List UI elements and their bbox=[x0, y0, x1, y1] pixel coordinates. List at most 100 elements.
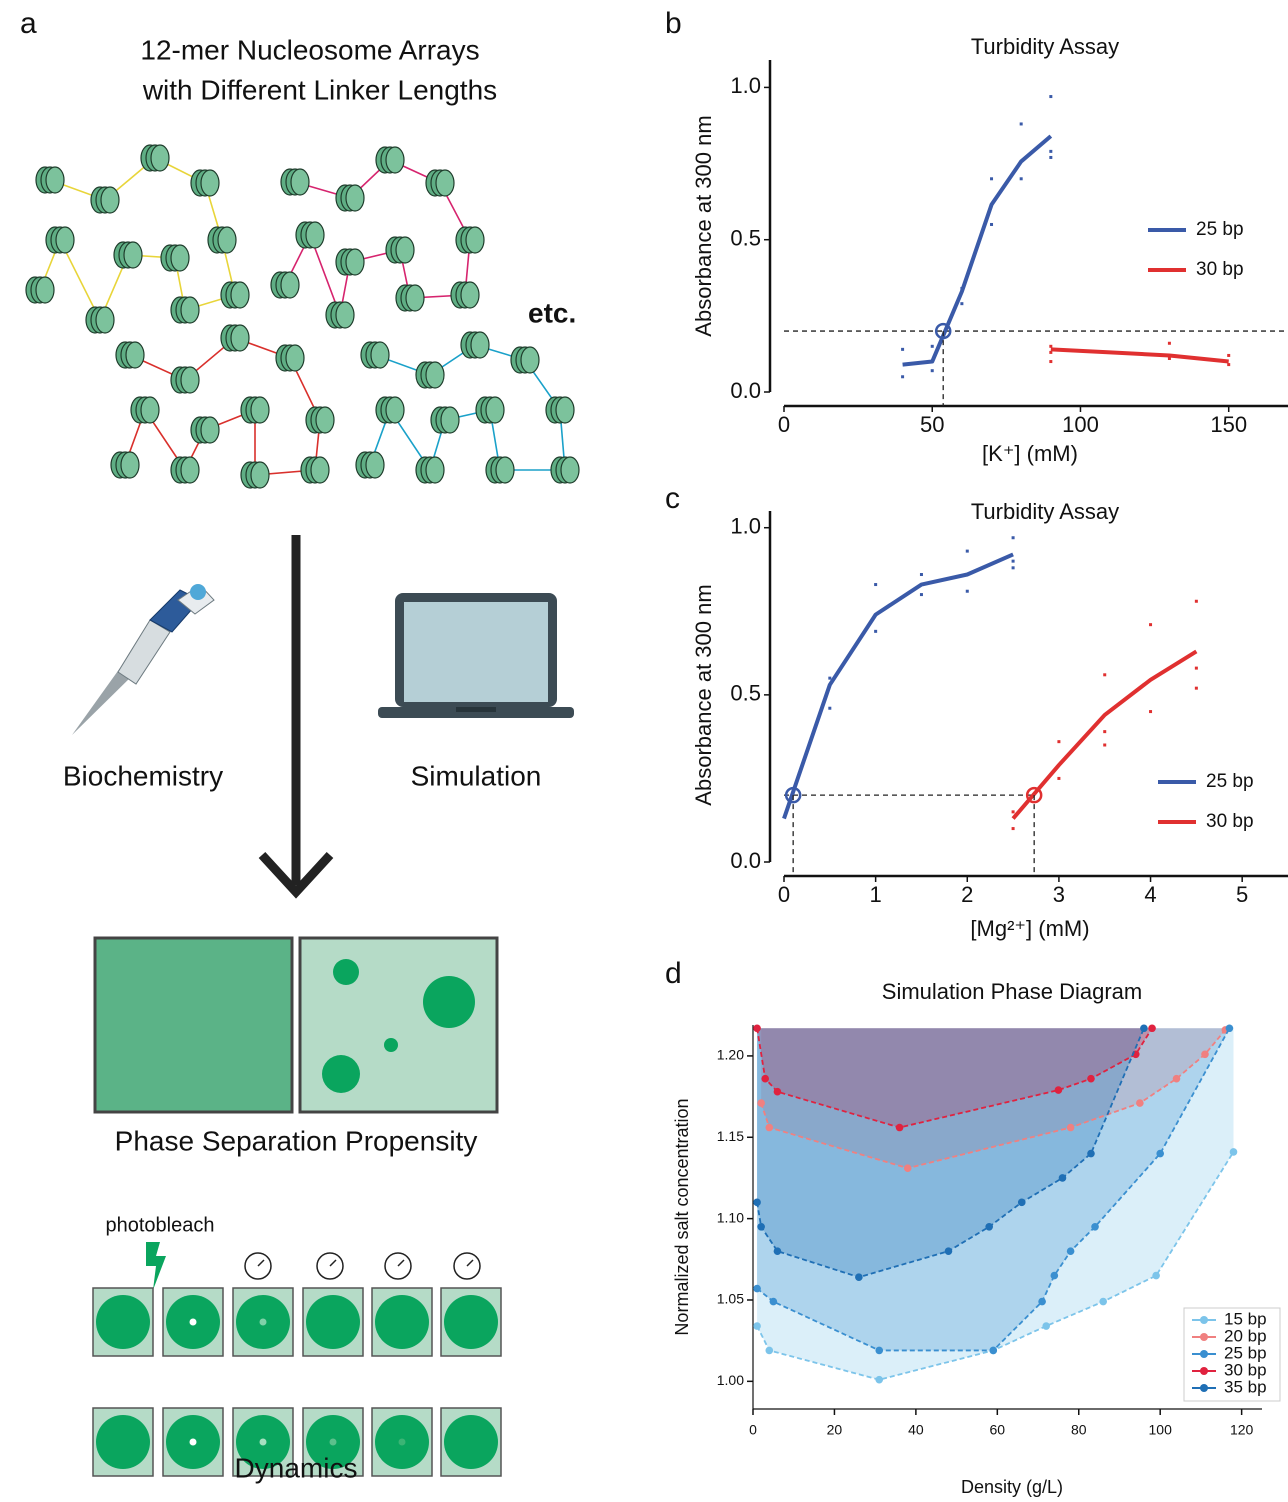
nucleosome bbox=[35, 166, 65, 194]
nucleosome bbox=[395, 284, 425, 312]
data-point bbox=[1152, 1271, 1160, 1280]
replicate-point bbox=[1167, 356, 1171, 360]
x-tick-label: 60 bbox=[990, 1422, 1006, 1438]
nucleosome bbox=[90, 186, 120, 214]
legend-label: 35 bp bbox=[1224, 1377, 1267, 1396]
mixed-box bbox=[93, 936, 294, 1114]
pipette-icon bbox=[72, 584, 215, 735]
clock-hand bbox=[397, 1259, 405, 1267]
replicate-point bbox=[1019, 122, 1023, 126]
method-label: Biochemistry bbox=[63, 760, 223, 791]
nucleosome bbox=[415, 361, 445, 389]
phase-region bbox=[757, 1028, 1230, 1351]
x-tick-label: 100 bbox=[1062, 412, 1099, 437]
replicate-point bbox=[874, 583, 878, 587]
replicate-point bbox=[1049, 344, 1053, 348]
x-tick-label: 50 bbox=[920, 412, 944, 437]
data-point bbox=[761, 1074, 770, 1083]
data-point bbox=[753, 1024, 761, 1033]
diagram-title: with Different Linker Lengths bbox=[142, 74, 497, 105]
clock-hand bbox=[257, 1259, 265, 1267]
data-point bbox=[1087, 1074, 1095, 1083]
data-point bbox=[1225, 1024, 1234, 1033]
legend-swatch bbox=[1200, 1316, 1208, 1324]
legend-swatch bbox=[1200, 1384, 1208, 1392]
frap-droplet bbox=[375, 1295, 429, 1349]
nucleosome bbox=[45, 226, 75, 254]
replicate-point bbox=[1049, 155, 1053, 159]
x-axis-label: [K⁺] (mM) bbox=[982, 441, 1078, 466]
nucleosome bbox=[113, 241, 143, 269]
legend-label: 30 bp bbox=[1196, 259, 1244, 280]
x-tick-label: 2 bbox=[961, 882, 973, 907]
nucleosome bbox=[510, 346, 540, 374]
y-tick-label: 0.5 bbox=[730, 681, 761, 706]
data-point bbox=[1066, 1247, 1075, 1255]
replicate-point bbox=[1011, 827, 1015, 831]
y-tick-label: 0.0 bbox=[730, 848, 761, 873]
chart: d Simulation Phase Diagram Density (g/L) No… bbox=[665, 957, 1281, 1497]
x-tick-label: 20 bbox=[827, 1422, 843, 1438]
y-tick-label: 1.15 bbox=[717, 1128, 744, 1144]
y-axis-label: Normalized salt concentration bbox=[672, 1098, 692, 1335]
nucleosome bbox=[475, 396, 505, 424]
x-tick-label: 5 bbox=[1236, 882, 1248, 907]
nucleosome bbox=[170, 456, 200, 484]
nucleosome bbox=[545, 396, 575, 424]
series-line bbox=[1011, 649, 1198, 820]
nucleosome bbox=[375, 396, 405, 424]
replicate-point bbox=[1149, 710, 1153, 714]
frap-droplet bbox=[444, 1415, 498, 1469]
clock-hand bbox=[466, 1259, 474, 1267]
nucleosome bbox=[170, 296, 200, 324]
replicate-point bbox=[965, 589, 969, 593]
data-point bbox=[765, 1123, 774, 1132]
chart: b Turbidity Assay [K⁺] (mM) Absorbance at 3… bbox=[665, 7, 1288, 466]
data-point bbox=[1201, 1050, 1209, 1059]
replicate-point bbox=[1194, 686, 1198, 690]
data-point bbox=[989, 1346, 998, 1355]
data-point bbox=[903, 1164, 912, 1172]
frap-droplet bbox=[444, 1295, 498, 1349]
y-tick-label: 1.0 bbox=[730, 73, 761, 98]
replicate-point bbox=[960, 302, 964, 306]
replicate-point bbox=[1194, 666, 1198, 670]
nucleosome bbox=[385, 236, 415, 264]
legend-label: 15 bp bbox=[1224, 1309, 1267, 1328]
phase-region bbox=[757, 1028, 1144, 1278]
nucleosome bbox=[130, 396, 160, 424]
replicate-point bbox=[990, 177, 994, 181]
nucleosome bbox=[115, 341, 145, 369]
crossing-marker bbox=[784, 786, 802, 804]
legend-label: 20 bp bbox=[1224, 1326, 1267, 1345]
replicate-point bbox=[1049, 149, 1053, 153]
replicate-point bbox=[919, 593, 923, 597]
dynamics-label: Dynamics bbox=[235, 1452, 358, 1483]
x-tick-label: 120 bbox=[1230, 1422, 1254, 1438]
phase-label: Phase Separation Propensity bbox=[115, 1125, 478, 1156]
data-point bbox=[1156, 1149, 1164, 1158]
replicate-point bbox=[1011, 566, 1015, 570]
x-tick-label: 4 bbox=[1144, 882, 1156, 907]
data-point bbox=[1229, 1148, 1238, 1156]
droplet bbox=[333, 959, 359, 985]
replicate-point bbox=[990, 222, 994, 226]
panel-letter: b bbox=[665, 7, 682, 40]
data-point bbox=[769, 1297, 778, 1306]
replicate-point bbox=[901, 375, 905, 379]
legend-label: 30 bp bbox=[1206, 811, 1254, 832]
laptop-icon bbox=[378, 593, 574, 718]
series-line bbox=[782, 552, 1014, 820]
phase-region bbox=[761, 1028, 1226, 1169]
replicate-point bbox=[1019, 177, 1023, 181]
nucleosome bbox=[240, 396, 270, 424]
etc-label: etc. bbox=[528, 297, 576, 328]
nucleosome bbox=[240, 461, 270, 489]
nucleosome bbox=[275, 344, 305, 372]
bleach-spot bbox=[189, 1318, 197, 1326]
data-point bbox=[875, 1346, 884, 1355]
nucleosome bbox=[140, 144, 170, 172]
replicate-point bbox=[1103, 673, 1107, 677]
legend-swatch bbox=[1200, 1367, 1208, 1375]
